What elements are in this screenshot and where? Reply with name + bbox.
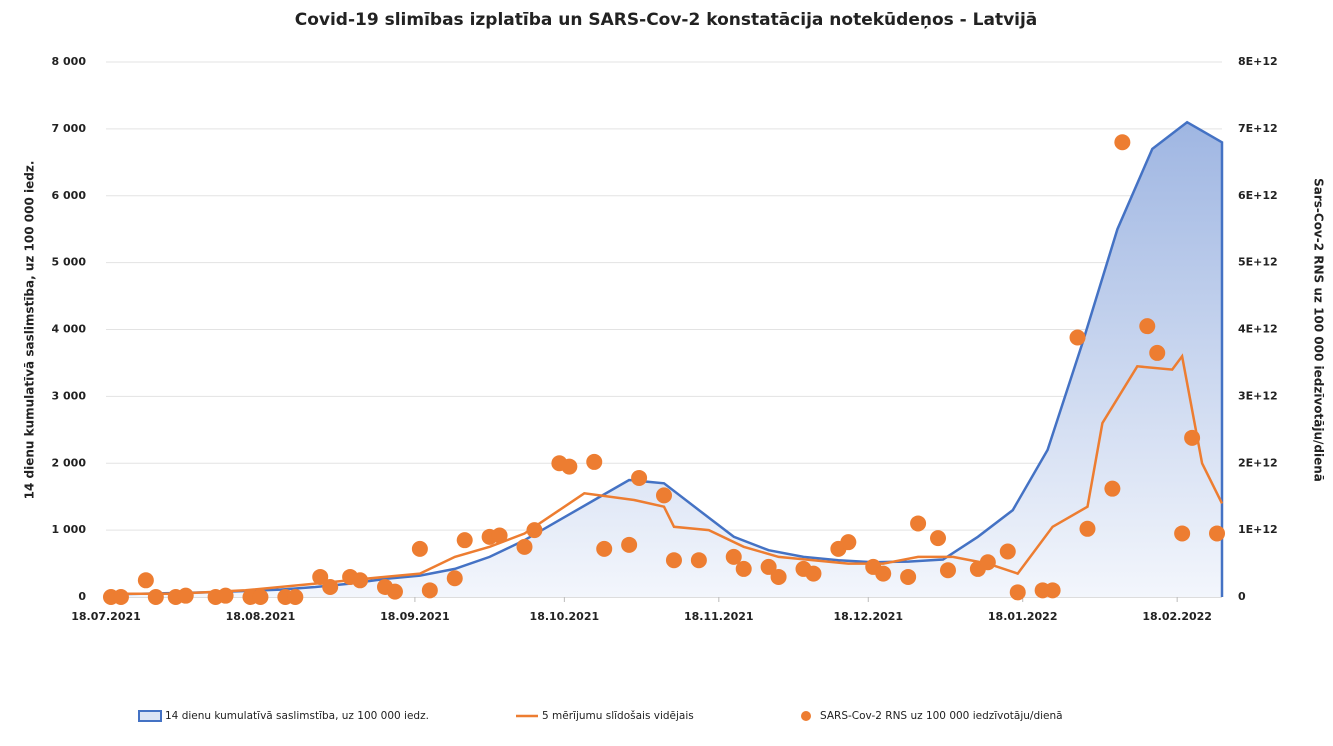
scatter-point — [760, 558, 777, 575]
legend-label: 5 mērījumu slīdošais vidējais — [542, 710, 694, 722]
scatter-point — [446, 570, 463, 587]
scatter-point — [900, 568, 917, 585]
scatter-point — [656, 487, 672, 504]
scatter-point — [1114, 134, 1131, 151]
scatter-point — [805, 565, 822, 582]
scatter-point — [1174, 525, 1191, 542]
x-tick-label: 18.11.2021 — [684, 610, 754, 623]
y-tick-label: 2 000 — [52, 456, 87, 469]
scatter-point — [386, 583, 403, 600]
x-tick-label: 18.10.2021 — [530, 610, 600, 623]
scatter-point — [322, 578, 339, 595]
scatter-point — [999, 543, 1016, 560]
chart-title: Covid-19 slimības izplatība un SARS-Cov-… — [295, 10, 1038, 30]
x-tick-label: 18.01.2022 — [988, 610, 1058, 623]
scatter-point — [979, 554, 996, 571]
y2-tick-label: 3E+12 — [1238, 389, 1278, 402]
x-tick-label: 18.02.2022 — [1142, 610, 1212, 623]
x-tick-label: 18.07.2021 — [71, 610, 141, 623]
y2-tick-label: 2E+12 — [1238, 456, 1278, 469]
scatter-point — [631, 469, 648, 486]
scatter-point — [516, 538, 533, 555]
y-tick-label: 0 — [78, 590, 86, 603]
scatter-point — [770, 568, 787, 585]
scatter-point — [840, 534, 857, 551]
x-tick-label: 18.12.2021 — [833, 610, 903, 623]
y-tick-label: 3 000 — [52, 389, 87, 402]
area-line — [105, 120, 1224, 597]
scatter-point — [137, 572, 154, 589]
scatter-point — [147, 589, 164, 605]
scatter-point — [1139, 318, 1156, 335]
y-tick-label: 5 000 — [52, 256, 87, 269]
scatter-point — [665, 552, 682, 569]
y2-axis-title: Sars-Cov-2 RNS uz 100 000 iedzīvotāju/di… — [1312, 178, 1326, 482]
scatter-point — [421, 582, 438, 599]
scatter-point — [1104, 480, 1121, 497]
scatter-point — [1069, 329, 1086, 346]
scatter-point — [177, 587, 194, 604]
scatter-point — [1184, 429, 1201, 446]
y2-tick-label: 5E+12 — [1238, 256, 1278, 269]
y-axis-title: 14 dienu kumulatīvā saslimstība, uz 100 … — [23, 161, 37, 500]
y-tick-label: 4 000 — [52, 323, 87, 336]
y2-tick-label: 7E+12 — [1238, 122, 1278, 135]
scatter-point — [252, 589, 269, 605]
scatter-point — [621, 536, 638, 553]
scatter-point — [1209, 525, 1226, 542]
scatter-point — [1079, 520, 1096, 537]
scatter-point — [456, 532, 473, 549]
scatter-point — [217, 587, 234, 604]
scatter-point — [586, 453, 603, 470]
scatter-point — [312, 568, 329, 585]
scatter-point — [1149, 344, 1166, 361]
scatter-point — [725, 548, 742, 565]
y-tick-label: 1 000 — [52, 523, 87, 536]
moving-average-line — [106, 353, 1224, 595]
y2-tick-label: 0 — [1238, 590, 1246, 603]
y-tick-label: 8 000 — [52, 55, 87, 68]
y-tick-label: 7 000 — [52, 122, 87, 135]
scatter-point — [596, 540, 613, 557]
scatter-point — [526, 522, 543, 539]
legend-label: 14 dienu kumulatīvā saslimstība, uz 100 … — [165, 710, 429, 722]
y2-tick-label: 4E+12 — [1238, 323, 1278, 336]
scatter-point — [910, 515, 927, 532]
scatter-point — [690, 552, 707, 569]
y2-tick-label: 1E+12 — [1238, 523, 1278, 536]
scatter-point — [939, 562, 956, 579]
scatter-point — [1044, 582, 1061, 599]
scatter-point — [491, 527, 508, 544]
scatter-point — [930, 530, 947, 547]
y2-tick-label: 8E+12 — [1238, 55, 1278, 68]
legend-swatch — [801, 711, 811, 721]
legend-label: SARS-Cov-2 RNS uz 100 000 iedzīvotāju/di… — [820, 710, 1063, 722]
x-tick-label: 18.09.2021 — [380, 610, 450, 623]
scatter-point — [112, 589, 129, 605]
scatter-point — [875, 565, 892, 582]
scatter-point — [561, 458, 578, 475]
scatter-point — [287, 589, 304, 605]
legend-swatch — [138, 710, 162, 722]
scatter-point — [1009, 584, 1026, 601]
scatter-point — [352, 572, 369, 589]
x-tick-label: 18.08.2021 — [226, 610, 296, 623]
scatter-point — [411, 540, 428, 557]
y-tick-label: 6 000 — [52, 189, 87, 202]
y2-tick-label: 6E+12 — [1238, 189, 1278, 202]
scatter-point — [735, 560, 752, 577]
